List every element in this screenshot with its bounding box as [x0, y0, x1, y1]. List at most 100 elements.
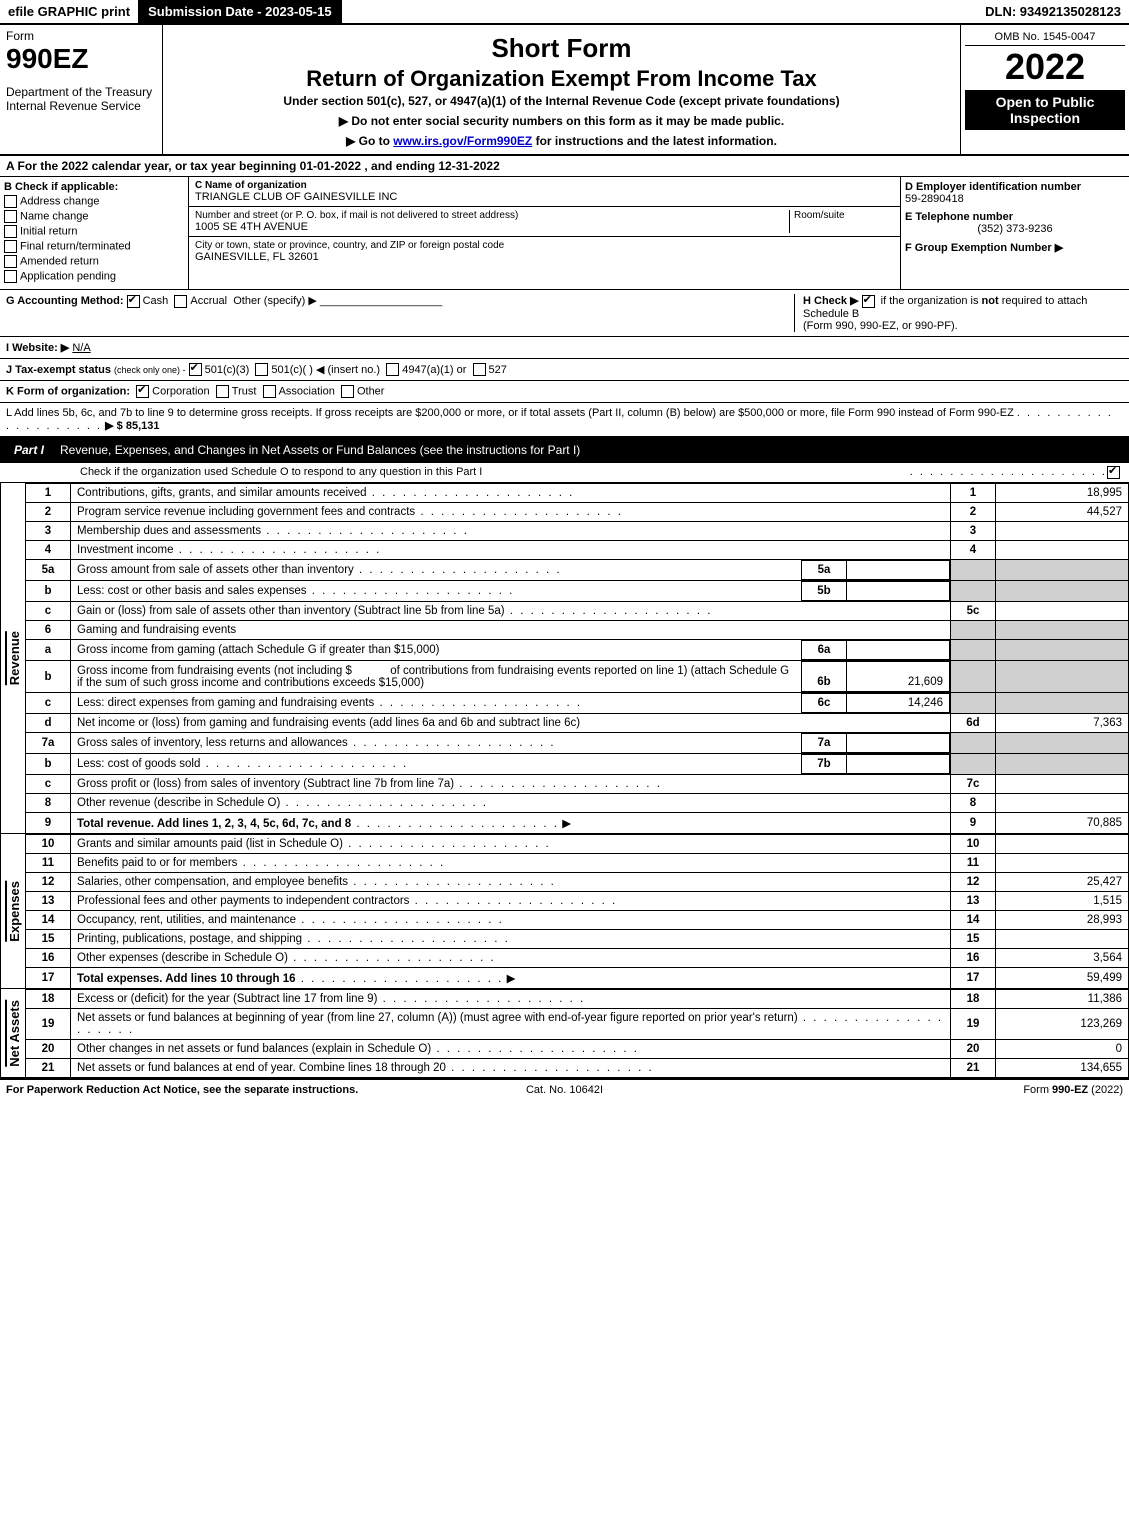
line-12: 12Salaries, other compensation, and empl… [26, 873, 1129, 892]
c-addr-box: Number and street (or P. O. box, if mail… [189, 207, 900, 237]
line-6b: bGross income from fundraising events (n… [26, 661, 1129, 693]
irs-label: Internal Revenue Service [6, 99, 156, 113]
line-13: 13Professional fees and other payments t… [26, 892, 1129, 911]
org-address: 1005 SE 4TH AVENUE [195, 221, 789, 233]
gh-row: G Accounting Method: Cash Accrual Other … [0, 290, 1129, 337]
h-mid: if the organization is [881, 295, 982, 307]
g-label: G Accounting Method: [6, 295, 124, 307]
val-12: 25,427 [996, 873, 1129, 892]
submission-date: Submission Date - 2023-05-15 [138, 0, 342, 23]
g-section: G Accounting Method: Cash Accrual Other … [6, 294, 794, 332]
chk-name-change[interactable]: Name change [4, 210, 184, 223]
irs-link[interactable]: www.irs.gov/Form990EZ [393, 134, 532, 148]
org-name: TRIANGLE CLUB OF GAINESVILLE INC [195, 191, 894, 203]
top-bar: efile GRAPHIC print Submission Date - 20… [0, 0, 1129, 25]
header-center: Short Form Return of Organization Exempt… [163, 25, 960, 154]
c-name-box: C Name of organization TRIANGLE CLUB OF … [189, 177, 900, 207]
line-8: 8Other revenue (describe in Schedule O)8 [26, 794, 1129, 813]
chk-cash[interactable] [127, 295, 140, 308]
tax-year: 2022 [965, 46, 1125, 88]
line-4: 4Investment income4 [26, 541, 1129, 560]
line-11: 11Benefits paid to or for members11 [26, 854, 1129, 873]
dln: DLN: 93492135028123 [977, 0, 1129, 23]
expenses-vert-label: Expenses [5, 881, 22, 942]
b-label: B Check if applicable: [4, 181, 184, 193]
chk-trust[interactable] [216, 385, 229, 398]
goto-pre: ▶ Go to [346, 134, 393, 148]
revenue-table: 1Contributions, gifts, grants, and simil… [25, 483, 1129, 834]
part-i-header: Part I Revenue, Expenses, and Changes in… [0, 437, 1129, 463]
c-name-label: C Name of organization [195, 180, 894, 191]
chk-corporation[interactable] [136, 385, 149, 398]
val-2: 44,527 [996, 503, 1129, 522]
net-assets-vert-label: Net Assets [5, 1000, 22, 1067]
tel-label: E Telephone number [905, 211, 1125, 223]
chk-accrual[interactable] [174, 295, 187, 308]
dept-treasury: Department of the Treasury [6, 85, 156, 99]
line-7a: 7aGross sales of inventory, less returns… [26, 733, 1129, 754]
revenue-section: Revenue 1Contributions, gifts, grants, a… [0, 483, 1129, 834]
j-row: J Tax-exempt status (check only one) - 5… [0, 359, 1129, 382]
revenue-vert-label: Revenue [5, 631, 22, 685]
line-6c: cLess: direct expenses from gaming and f… [26, 693, 1129, 714]
net-assets-table: 18Excess or (deficit) for the year (Subt… [25, 989, 1129, 1078]
net-assets-section: Net Assets 18Excess or (deficit) for the… [0, 989, 1129, 1078]
c-addr-label: Number and street (or P. O. box, if mail… [195, 210, 789, 221]
part-i-title: Revenue, Expenses, and Changes in Net As… [60, 443, 1123, 457]
chk-application-pending[interactable]: Application pending [4, 270, 184, 283]
chk-527[interactable] [473, 363, 486, 376]
chk-amended-return[interactable]: Amended return [4, 255, 184, 268]
line-18: 18Excess or (deficit) for the year (Subt… [26, 990, 1129, 1009]
chk-association[interactable] [263, 385, 276, 398]
line-7b: bLess: cost of goods sold7b [26, 754, 1129, 775]
line-5b: bLess: cost or other basis and sales exp… [26, 581, 1129, 602]
schedule-o-check-text: Check if the organization used Schedule … [80, 466, 910, 479]
chk-501c3[interactable] [189, 363, 202, 376]
line-6a: aGross income from gaming (attach Schedu… [26, 640, 1129, 661]
org-city: GAINESVILLE, FL 32601 [195, 251, 894, 263]
line-16: 16Other expenses (describe in Schedule O… [26, 949, 1129, 968]
val-14: 28,993 [996, 911, 1129, 930]
k-label: K Form of organization: [6, 386, 130, 398]
chk-initial-return[interactable]: Initial return [4, 225, 184, 238]
c-city-label: City or town, state or province, country… [195, 240, 894, 251]
footer-center: Cat. No. 10642I [378, 1084, 750, 1096]
col-c: C Name of organization TRIANGLE CLUB OF … [189, 177, 900, 289]
h-pre: H Check ▶ [803, 295, 862, 307]
h-section: H Check ▶ if the organization is not req… [794, 294, 1123, 332]
val-9: 70,885 [996, 813, 1129, 834]
ein-label: D Employer identification number [905, 181, 1125, 193]
val-1: 18,995 [996, 484, 1129, 503]
website-value: N/A [72, 342, 90, 354]
form-number: 990EZ [6, 43, 156, 75]
chk-4947[interactable] [386, 363, 399, 376]
chk-other-org[interactable] [341, 385, 354, 398]
subtitle: Under section 501(c), 527, or 4947(a)(1)… [169, 94, 954, 108]
val-17: 59,499 [996, 968, 1129, 989]
val-13: 1,515 [996, 892, 1129, 911]
chk-address-change[interactable]: Address change [4, 195, 184, 208]
expenses-section: Expenses 10Grants and similar amounts pa… [0, 834, 1129, 989]
line-1: 1Contributions, gifts, grants, and simil… [26, 484, 1129, 503]
l-text: L Add lines 5b, 6c, and 7b to line 9 to … [6, 407, 1014, 419]
chk-h[interactable] [862, 295, 875, 308]
part-i-check-line: Check if the organization used Schedule … [0, 463, 1129, 483]
j-label: J Tax-exempt status [6, 364, 111, 376]
line-14: 14Occupancy, rent, utilities, and mainte… [26, 911, 1129, 930]
efile-label: efile GRAPHIC print [0, 0, 138, 23]
chk-schedule-o[interactable] [1107, 466, 1120, 479]
line-6: 6Gaming and fundraising events [26, 621, 1129, 640]
h-not: not [982, 295, 999, 307]
chk-final-return[interactable]: Final return/terminated [4, 240, 184, 253]
i-label: I Website: ▶ [6, 342, 69, 354]
ssn-note: ▶ Do not enter social security numbers o… [169, 114, 954, 128]
val-18: 11,386 [996, 990, 1129, 1009]
expenses-table: 10Grants and similar amounts paid (list … [25, 834, 1129, 989]
main-title: Return of Organization Exempt From Incom… [171, 66, 952, 92]
j-sub: (check only one) - [114, 365, 186, 375]
line-10: 10Grants and similar amounts paid (list … [26, 835, 1129, 854]
val-6d: 7,363 [996, 714, 1129, 733]
line-17: 17Total expenses. Add lines 10 through 1… [26, 968, 1129, 989]
room-suite-label: Room/suite [789, 210, 894, 233]
chk-501c[interactable] [255, 363, 268, 376]
